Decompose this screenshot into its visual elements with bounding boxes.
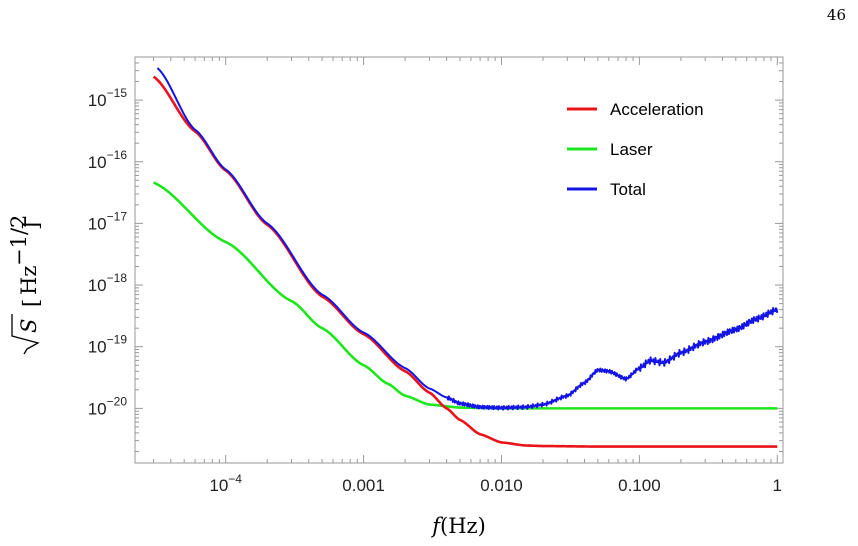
legend: Acceleration Laser Total bbox=[567, 100, 704, 199]
y-axis-title: S [ Hz −1/2 ] bbox=[7, 215, 43, 355]
x-tick-label: 1 bbox=[773, 476, 782, 495]
series-line-laser bbox=[153, 181, 778, 410]
series-line-total bbox=[156, 67, 779, 411]
y-tick-label: 10−18 bbox=[88, 271, 128, 295]
y-tick-label: 10−20 bbox=[88, 394, 128, 418]
x-tick-label: 0.001 bbox=[342, 476, 385, 495]
y-tick-label: 10−16 bbox=[88, 148, 128, 172]
x-axis-title: f(Hz) bbox=[430, 514, 486, 538]
plot-frame bbox=[134, 56, 784, 464]
x-tick-label: 10−4 bbox=[209, 472, 242, 495]
x-tick-label: 0.100 bbox=[618, 476, 661, 495]
y-tick-labels: 10−20 10−19 10−18 10−17 10−16 10−15 bbox=[88, 86, 128, 418]
series-line-acceleration bbox=[152, 75, 778, 448]
svg-text:S: S bbox=[17, 319, 41, 333]
y-tick-label: 10−17 bbox=[88, 209, 128, 233]
legend-label-total: Total bbox=[610, 180, 646, 199]
series-lines bbox=[152, 67, 779, 448]
y-tick-label: 10−19 bbox=[88, 333, 128, 357]
svg-text:]: ] bbox=[19, 222, 43, 230]
svg-text:[: [ bbox=[19, 299, 43, 307]
x-tick-label: 0.010 bbox=[480, 476, 523, 495]
legend-label-acceleration: Acceleration bbox=[610, 100, 704, 119]
svg-text:Hz: Hz bbox=[17, 266, 41, 295]
x-tick-labels: 10−4 0.001 0.010 0.100 1 bbox=[209, 472, 782, 495]
legend-label-laser: Laser bbox=[610, 140, 653, 159]
page-number: 46 bbox=[826, 6, 846, 24]
major-ticks bbox=[135, 57, 783, 463]
svg-text:−1/2: −1/2 bbox=[7, 215, 31, 266]
minor-ticks bbox=[135, 57, 783, 463]
y-tick-label: 10−15 bbox=[88, 86, 128, 110]
